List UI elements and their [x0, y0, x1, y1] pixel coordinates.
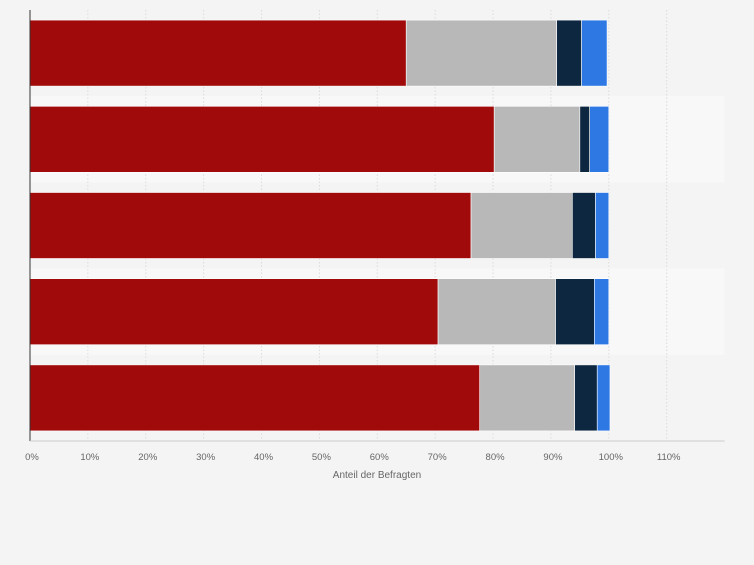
x-tick-label: 70%	[428, 452, 448, 463]
x-tick-label: 30%	[196, 452, 216, 463]
bar-segment	[581, 19, 608, 87]
x-tick-label: 80%	[486, 452, 506, 463]
bar-segment	[556, 19, 582, 87]
x-tick-labels: 0% 10% 20% 30% 40% 50% 60% 70% 80% 90% 100% 110%	[25, 452, 681, 463]
x-tick-label: 40%	[254, 452, 274, 463]
x-axis-label: Anteil der Befragten	[333, 470, 421, 481]
x-tick-label: 10%	[80, 452, 100, 463]
axes	[29, 10, 725, 442]
bars	[29, 19, 611, 432]
bar-segment	[595, 192, 610, 259]
bar-segment	[437, 278, 556, 346]
x-tick-label: 90%	[543, 452, 563, 463]
bar-segment	[574, 364, 598, 432]
bar-segment	[405, 19, 558, 87]
bar-segment	[470, 192, 573, 259]
x-tick-label: 0%	[25, 452, 39, 463]
bar-segment	[29, 106, 495, 173]
bar-segment	[29, 192, 472, 259]
x-tick-label: 110%	[657, 452, 681, 463]
bar-segment	[29, 364, 481, 432]
bar-segment	[555, 278, 595, 346]
x-tick-label: 60%	[370, 452, 390, 463]
x-tick-label: 50%	[312, 452, 332, 463]
bar-segment	[479, 364, 575, 432]
bar-segment	[493, 106, 581, 173]
bar-segment	[589, 106, 610, 173]
bar-segment	[29, 19, 407, 87]
bar-segment	[594, 278, 610, 346]
bar-segment	[572, 192, 596, 259]
x-tick-label: 20%	[138, 452, 158, 463]
bar-segment	[579, 106, 590, 173]
bar-segment	[596, 364, 611, 432]
x-tick-label: 100%	[599, 452, 624, 463]
bar-segment	[29, 278, 439, 346]
